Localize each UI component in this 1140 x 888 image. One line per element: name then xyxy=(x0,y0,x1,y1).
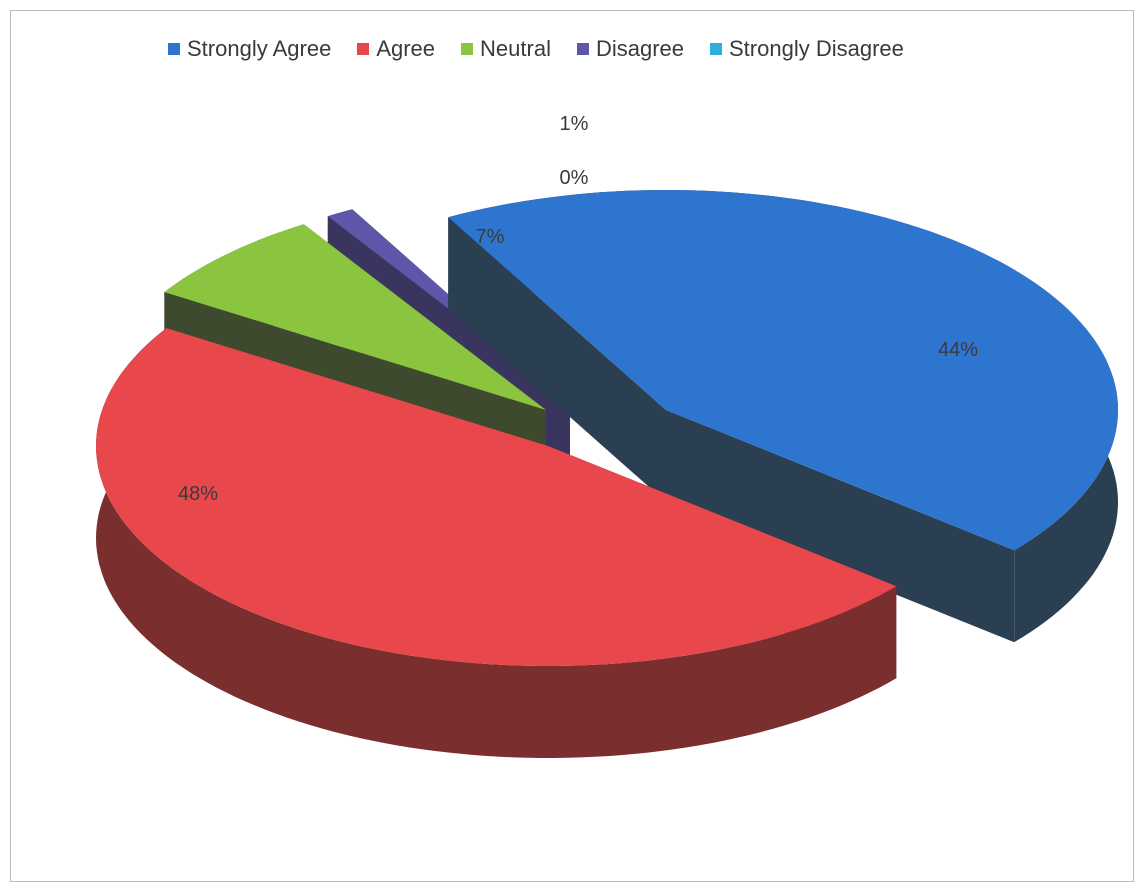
legend-label-agree: Agree xyxy=(376,36,436,61)
legend-swatch-agree xyxy=(357,43,370,55)
data-label-strongly-agree: 44% xyxy=(938,339,978,361)
data-label-neutral: 7% xyxy=(476,226,505,248)
legend-label-neutral: Neutral xyxy=(480,36,551,61)
slice-top-strongly-agree xyxy=(448,190,1118,551)
legend-item-strongly-disagree: Strongly Disagree xyxy=(710,36,904,62)
slice-top-neutral xyxy=(164,224,546,410)
legend-label-strongly-agree: Strongly Agree xyxy=(187,36,332,61)
legend-swatch-disagree xyxy=(576,43,589,55)
slice-strongly-agree xyxy=(448,190,1118,643)
legend-item-disagree: Disagree xyxy=(576,36,684,62)
slice-side-agree xyxy=(96,328,897,758)
legend-label-strongly-disagree: Strongly Disagree xyxy=(729,36,904,61)
chart-legend: Strongly Agree Agree Neutral Disagree St… xyxy=(168,36,904,62)
legend-item-agree: Agree xyxy=(357,36,435,62)
legend-swatch-strongly-disagree xyxy=(710,43,722,55)
data-label-disagree: 1% xyxy=(560,113,589,135)
data-label-agree: 48% xyxy=(178,483,218,505)
data-label-strongly-disagree: 0% xyxy=(560,167,589,189)
legend-item-neutral: Neutral xyxy=(461,36,551,62)
slice-wall-strongly-agree-1 xyxy=(666,410,1015,643)
legend-swatch-neutral xyxy=(461,43,474,55)
legend-item-strongly-agree: Strongly Agree xyxy=(168,36,331,62)
legend-label-disagree: Disagree xyxy=(595,36,684,61)
slice-top-agree xyxy=(96,328,897,666)
slice-agree xyxy=(96,328,897,758)
legend-swatch-strongly-agree xyxy=(168,43,180,55)
